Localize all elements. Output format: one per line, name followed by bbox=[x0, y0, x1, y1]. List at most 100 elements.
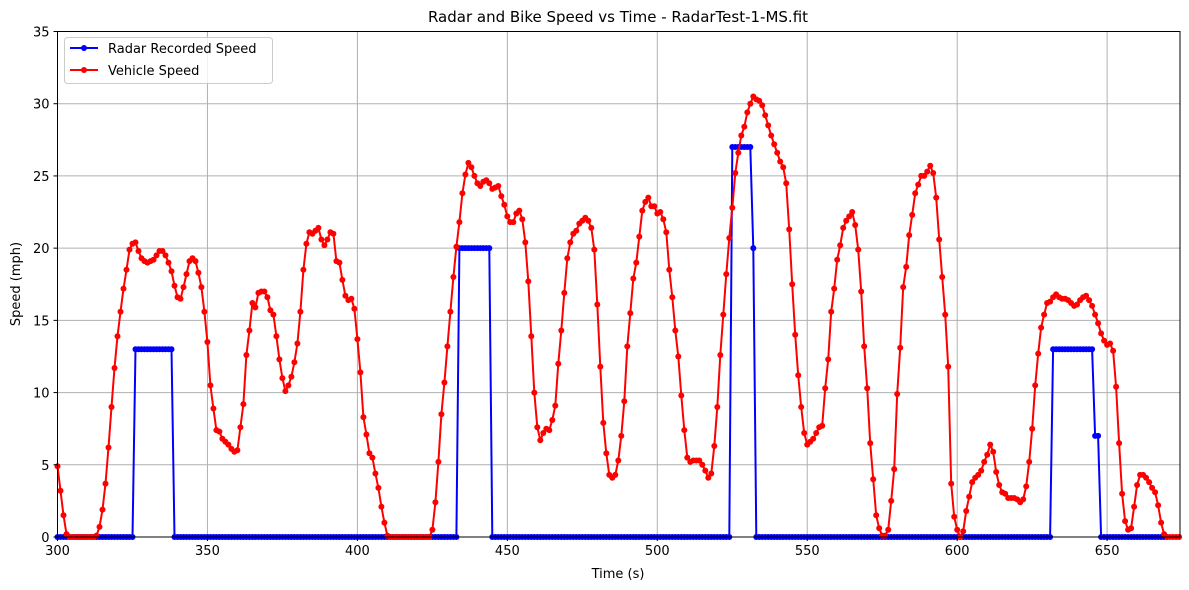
data-point bbox=[642, 198, 649, 205]
data-point bbox=[546, 427, 553, 434]
data-point bbox=[273, 333, 280, 340]
data-point bbox=[828, 308, 835, 315]
data-point bbox=[336, 259, 343, 266]
data-point bbox=[852, 222, 859, 228]
data-point bbox=[444, 343, 451, 350]
data-point bbox=[891, 466, 898, 473]
data-point bbox=[57, 487, 64, 494]
data-point bbox=[603, 450, 610, 457]
legend-marker-radar bbox=[81, 45, 87, 51]
data-point bbox=[1110, 347, 1117, 354]
data-point bbox=[762, 112, 769, 119]
data-point bbox=[1047, 298, 1054, 305]
data-point bbox=[906, 232, 913, 239]
y-tick-label: 5 bbox=[41, 459, 49, 474]
data-point bbox=[111, 365, 118, 371]
data-point bbox=[522, 239, 529, 246]
data-point bbox=[447, 308, 454, 315]
data-point bbox=[621, 398, 628, 405]
data-point bbox=[984, 451, 991, 458]
data-point bbox=[123, 266, 130, 273]
data-point bbox=[963, 508, 970, 514]
data-point bbox=[363, 431, 370, 438]
data-point bbox=[486, 245, 493, 252]
data-point bbox=[471, 172, 478, 179]
data-point bbox=[789, 281, 796, 288]
data-point bbox=[495, 183, 502, 189]
data-point bbox=[153, 252, 160, 259]
data-point bbox=[459, 190, 466, 197]
data-point bbox=[699, 461, 706, 468]
data-point bbox=[99, 506, 106, 513]
data-point bbox=[1095, 432, 1102, 439]
data-point bbox=[831, 285, 838, 292]
data-point bbox=[882, 532, 889, 539]
data-point bbox=[540, 430, 547, 436]
data-point bbox=[792, 331, 799, 338]
data-point bbox=[375, 484, 382, 491]
data-point bbox=[282, 388, 289, 395]
data-point bbox=[717, 352, 724, 358]
series-line bbox=[56, 95, 1180, 538]
data-point bbox=[702, 467, 709, 474]
data-point bbox=[1113, 383, 1120, 390]
data-point bbox=[876, 525, 883, 532]
data-point bbox=[1149, 484, 1156, 491]
data-point bbox=[195, 269, 202, 276]
plot-frame bbox=[57, 31, 1181, 538]
x-tick-label: 600 bbox=[945, 544, 970, 559]
data-point bbox=[1092, 311, 1099, 318]
data-point bbox=[126, 246, 133, 253]
data-point bbox=[732, 170, 739, 176]
data-point bbox=[615, 457, 622, 464]
data-point bbox=[969, 479, 976, 486]
data-point bbox=[993, 469, 1000, 475]
data-point bbox=[519, 216, 526, 223]
data-point bbox=[510, 219, 517, 226]
data-point bbox=[1029, 425, 1036, 432]
data-point bbox=[585, 217, 592, 224]
data-point bbox=[600, 419, 607, 426]
data-point bbox=[840, 224, 847, 231]
data-point bbox=[1026, 458, 1033, 465]
data-point bbox=[780, 164, 787, 171]
data-point bbox=[159, 248, 166, 254]
data-point bbox=[1089, 346, 1096, 353]
data-point bbox=[744, 109, 751, 116]
data-point bbox=[1098, 330, 1105, 337]
data-point bbox=[636, 233, 643, 240]
y-tick-label: 0 bbox=[41, 531, 49, 546]
data-point bbox=[783, 180, 790, 187]
data-point bbox=[96, 523, 103, 530]
data-point bbox=[504, 213, 511, 220]
data-point bbox=[372, 470, 379, 477]
data-point bbox=[741, 123, 748, 130]
data-point bbox=[594, 301, 601, 308]
data-point bbox=[528, 333, 535, 340]
data-point bbox=[846, 213, 853, 220]
data-point bbox=[291, 359, 298, 366]
data-point bbox=[861, 343, 868, 350]
data-point bbox=[234, 447, 241, 454]
data-point bbox=[903, 263, 910, 270]
x-tick-label: 350 bbox=[195, 544, 220, 559]
data-point bbox=[573, 227, 580, 234]
data-point bbox=[1041, 311, 1048, 318]
data-point bbox=[825, 356, 832, 363]
data-point bbox=[1089, 302, 1096, 309]
data-point bbox=[774, 149, 781, 156]
data-point bbox=[897, 344, 904, 351]
data-point bbox=[756, 97, 763, 104]
series-layer bbox=[54, 93, 1183, 540]
data-point bbox=[786, 226, 793, 233]
data-point bbox=[531, 389, 538, 396]
data-point bbox=[354, 336, 361, 343]
data-point bbox=[537, 437, 544, 444]
data-point bbox=[990, 448, 997, 455]
data-point bbox=[351, 305, 358, 312]
data-point bbox=[315, 224, 322, 231]
data-point bbox=[303, 240, 310, 247]
data-point bbox=[777, 158, 784, 165]
data-point bbox=[432, 499, 439, 506]
